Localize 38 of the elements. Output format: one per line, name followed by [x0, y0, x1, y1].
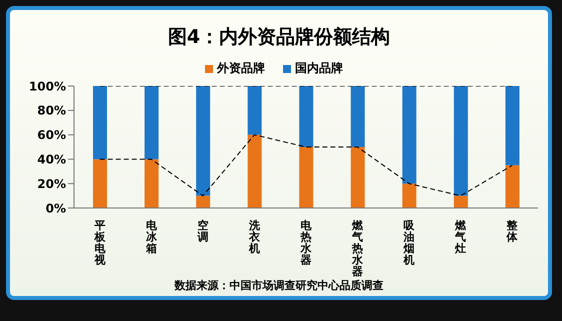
legend-label: 外资品牌 — [216, 60, 265, 77]
bar — [454, 86, 468, 196]
y-tick-label: 20% — [37, 176, 66, 191]
bar — [299, 86, 314, 147]
x-tick-label: 平板电视 — [93, 219, 106, 266]
x-tick-label: 电热水器 — [300, 219, 312, 266]
bar — [144, 159, 159, 208]
x-tick-label: 空调 — [196, 219, 208, 244]
bar — [402, 86, 416, 184]
chart-title: 图4：内外资品牌份额结构 — [166, 25, 392, 50]
source-note: 数据来源：中国市场调查研究中心品质调查 — [173, 278, 384, 293]
y-tick-label: 80% — [37, 104, 66, 118]
bar — [93, 86, 107, 160]
bar — [350, 147, 365, 208]
bar — [505, 86, 520, 166]
y-tick-label: 0% — [46, 201, 66, 216]
x-tick-label: 吸油烟机 — [402, 219, 416, 266]
bar — [196, 86, 210, 196]
x-tick-label: 整体 — [506, 219, 519, 244]
bar — [144, 86, 159, 160]
bar — [350, 86, 365, 147]
bar — [248, 86, 262, 135]
bar — [402, 184, 416, 208]
legend-label: 国内品牌 — [294, 60, 343, 77]
bar — [196, 196, 210, 208]
y-tick-label: 60% — [37, 128, 66, 142]
bar — [299, 147, 314, 208]
line-series — [99, 134, 513, 196]
x-tick-label: 电冰箱 — [144, 219, 158, 255]
bar — [505, 165, 520, 208]
bar — [454, 196, 468, 208]
x-tick-label: 洗衣机 — [248, 219, 261, 255]
y-tick-label: 100% — [28, 79, 66, 94]
y-tick-label: 40% — [37, 152, 66, 166]
x-tick-label: 燃气灶 — [454, 219, 468, 255]
x-tick-label: 燃气热水器 — [351, 219, 364, 278]
bar — [93, 159, 107, 208]
bar — [248, 134, 262, 208]
